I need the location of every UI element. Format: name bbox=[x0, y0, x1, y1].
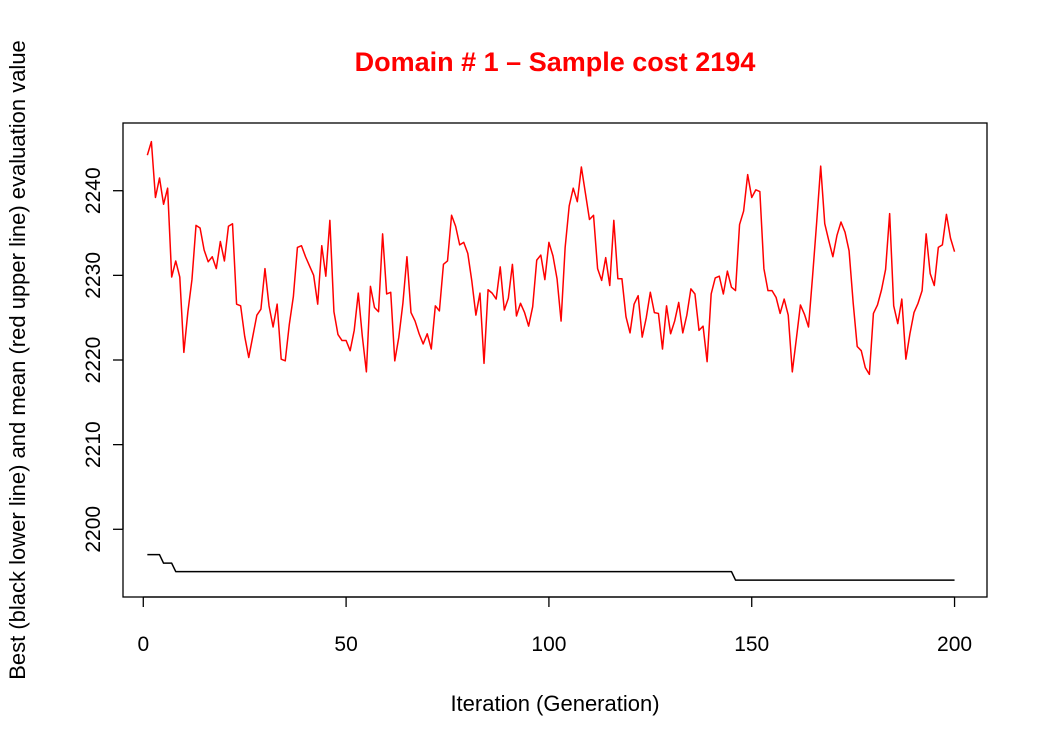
y-axis-title: Best (black lower line) and mean (red up… bbox=[5, 40, 30, 680]
x-tick-label: 200 bbox=[937, 633, 972, 656]
chart-title: Domain # 1 – Sample cost 2194 bbox=[355, 47, 756, 77]
y-tick-label: 2210 bbox=[82, 421, 105, 468]
x-tick-label: 150 bbox=[734, 633, 769, 656]
y-tick-label: 2220 bbox=[82, 337, 105, 384]
x-tick-label: 50 bbox=[334, 633, 357, 656]
y-tick-label: 2230 bbox=[82, 252, 105, 299]
x-tick-label: 100 bbox=[531, 633, 566, 656]
x-tick-label: 0 bbox=[137, 633, 149, 656]
series-layer bbox=[146, 140, 956, 581]
y-tick-label: 2200 bbox=[82, 506, 105, 553]
x-axis-title: Iteration (Generation) bbox=[450, 691, 659, 716]
x-axis: 0 50 100 150 200 bbox=[137, 596, 972, 656]
best-series-line bbox=[147, 553, 955, 581]
y-tick-label: 2240 bbox=[82, 167, 105, 214]
mean-series-line bbox=[146, 140, 956, 376]
y-axis: 2200 2210 2220 2230 2240 bbox=[82, 167, 124, 553]
